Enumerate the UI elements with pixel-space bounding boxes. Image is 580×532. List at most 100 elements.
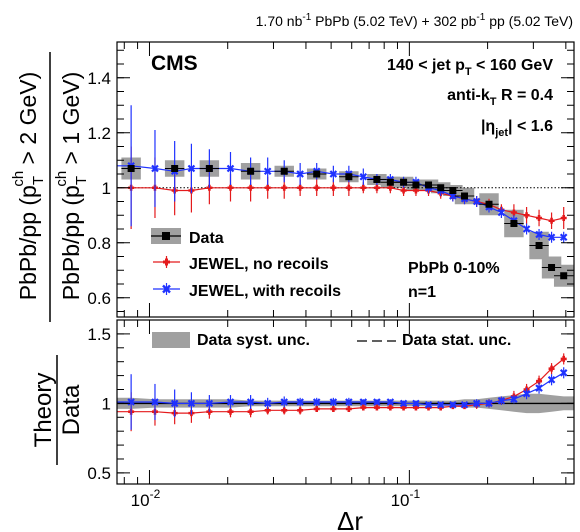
jewel-no-recoils-point [360,404,367,411]
legend-red-marker [153,256,180,268]
data-point [485,200,493,208]
y-axis-title-inner: PbPb/pp (pTch > 1 GeV) [53,72,90,301]
jewel-no-recoils-point [387,404,394,411]
jewel-with-recoils-point [329,398,338,406]
jewel-with-recoils-point [559,369,568,377]
jewel-with-recoils-point [226,164,235,173]
jewel-with-recoils-point [359,398,368,406]
data-point [412,181,420,189]
jewel-no-recoils-point [227,408,234,415]
jewel-with-recoils-point [547,375,556,384]
y-tick-label: 1.2 [87,124,111,143]
data-point [386,178,394,186]
jewel-no-recoils-point [548,217,555,224]
legend-blue-marker [153,283,180,295]
jewel-with-recoils-point [170,399,179,408]
jewel-with-recoils-point [535,384,543,392]
top-panel: 0.6 0.8 1 1.2 1.4 [87,41,575,318]
y-tick-label: 1 [102,394,111,413]
y-tick-label: 0.8 [87,234,111,253]
jewel-no-recoils-point [313,184,320,191]
x-tick-label: 10-2 [131,487,161,510]
jewel-with-recoils-point [497,208,506,217]
jewel-with-recoils-point [151,398,159,406]
y-axis-title-outer: PbPb/pp (pTch > 2 GeV) [10,72,47,301]
jewel-with-recoils-point [386,398,395,406]
jewel-no-recoils-point [373,184,380,191]
panel-frame [116,319,575,485]
jewel-no-recoils-point [281,184,288,191]
jewel-with-recoils-point [296,398,304,406]
jewel-no-recoils-point [560,355,567,362]
jewel-with-recoils-point [412,399,420,408]
data-point [373,176,381,183]
jewel-with-recoils-point [151,164,159,173]
data-point [510,220,518,227]
jewel-with-recoils-point [510,395,518,403]
data-point [400,178,408,186]
jewel-with-recoils-point [187,399,196,408]
jet-eta-range: |ηjet| < 1.6 [481,118,553,139]
legend-red-label: JEWEL, no recoils [189,256,329,273]
jewel-no-recoils-point [297,407,304,414]
bottom-panel: 0.5 1 1.5 10-2 10-1 [87,319,575,510]
jewel-with-recoils-point [449,401,457,409]
jewel-no-recoils-point [281,407,288,414]
jewel-with-recoils-point [205,399,214,408]
jewel-no-recoils-point [510,209,517,216]
jewel-with-recoils-point [127,398,135,406]
data-point [449,187,457,194]
jewel-no-recoils-point [247,408,254,415]
jewel-with-recoils-point [312,398,321,406]
jewel-with-recoils-point [436,401,445,409]
jewel-with-recoils-point [460,401,469,409]
y-tick-label: 1.5 [87,325,111,344]
jewel-no-recoils-point [373,404,380,411]
data-point [127,165,135,172]
jewel-no-recoils-point [345,184,352,191]
luminosity-header: 1.70 nb-1 PbPb (5.02 TeV) + 302 pb-1 pp … [256,12,573,29]
jewel-with-recoils-point [359,172,368,181]
jewel-no-recoils-point [360,184,367,191]
jewel-with-recoils-point [485,399,493,408]
legend-data-marker [151,228,181,244]
jewel-no-recoils-point [548,365,555,372]
y-tick-label: 0.5 [87,464,111,483]
centrality-label: PbPb 0-10% [408,260,500,277]
y-tick-label: 1.4 [87,69,111,88]
data-point [345,173,353,181]
data-point [313,170,321,178]
jewel-no-recoils-point [330,405,337,412]
jet-algorithm: anti-kT R = 0.4 [447,87,553,108]
data-point [280,167,288,175]
jet-pt-range: 140 < jet pT < 160 GeV [387,57,553,78]
panel-frame [116,41,575,318]
jewel-with-recoils-point [399,399,408,408]
jewel-with-recoils-point [373,398,381,406]
jewel-with-recoils-point [296,170,304,178]
y-axis-title-data: Data [58,384,85,435]
jewel-no-recoils-point [560,215,567,221]
jewel-no-recoils-point [297,184,304,191]
jewel-with-recoils-point [472,197,481,206]
jewel-no-recoils-point [313,405,320,412]
y-tick-label: 1 [102,179,111,198]
jewel-no-recoils-point [400,187,407,194]
data-point [461,192,469,200]
jewel-no-recoils-point [227,184,234,191]
jewel-with-recoils-point [472,399,481,408]
data-point [548,264,556,271]
jewel-with-recoils-point [187,164,196,173]
jewel-no-recoils-point [345,405,352,412]
jewel-no-recoils-point [330,184,337,191]
jewel-with-recoils-point [522,225,531,233]
data-point [535,242,543,249]
data-point [560,272,568,280]
moment-label: n=1 [408,284,436,301]
jewel-with-recoils-point [263,399,272,408]
legend-data-label: Data [189,230,224,247]
jewel-no-recoils-point [247,184,254,191]
jewel-with-recoils-point [547,233,556,242]
legend-syst-label: Data syst. unc. [197,332,310,349]
